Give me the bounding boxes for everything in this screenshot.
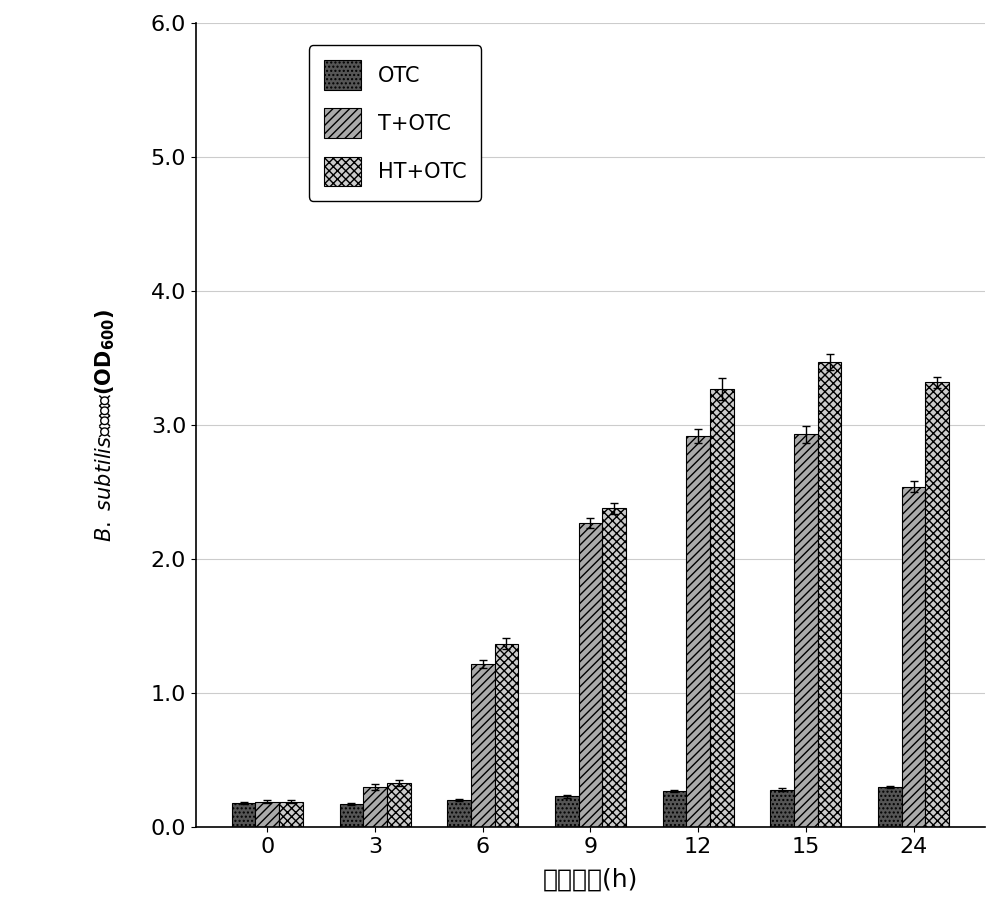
Bar: [555, 796, 579, 827]
X-axis label: 发酵时间(h): 发酵时间(h): [543, 868, 638, 892]
Bar: [686, 435, 710, 827]
Bar: [387, 783, 411, 827]
Bar: [471, 664, 495, 827]
Bar: [340, 805, 363, 827]
Bar: [363, 787, 387, 827]
Bar: [902, 487, 925, 827]
Bar: [878, 787, 902, 827]
Bar: [255, 802, 279, 827]
Bar: [710, 389, 734, 827]
Text: $\mathit{B.\ subtilis}$的生物量$\mathbf{(OD_{600})}$: $\mathit{B.\ subtilis}$的生物量$\mathbf{(OD_…: [93, 308, 117, 541]
Bar: [794, 434, 818, 827]
Bar: [770, 790, 794, 827]
Bar: [495, 644, 518, 827]
Bar: [447, 800, 471, 827]
Bar: [579, 523, 602, 827]
Bar: [663, 791, 686, 827]
Bar: [602, 508, 626, 827]
Bar: [232, 803, 255, 827]
Bar: [818, 362, 841, 827]
Bar: [279, 802, 303, 827]
Legend: OTC, T+OTC, HT+OTC: OTC, T+OTC, HT+OTC: [309, 45, 481, 200]
Bar: [925, 382, 949, 827]
